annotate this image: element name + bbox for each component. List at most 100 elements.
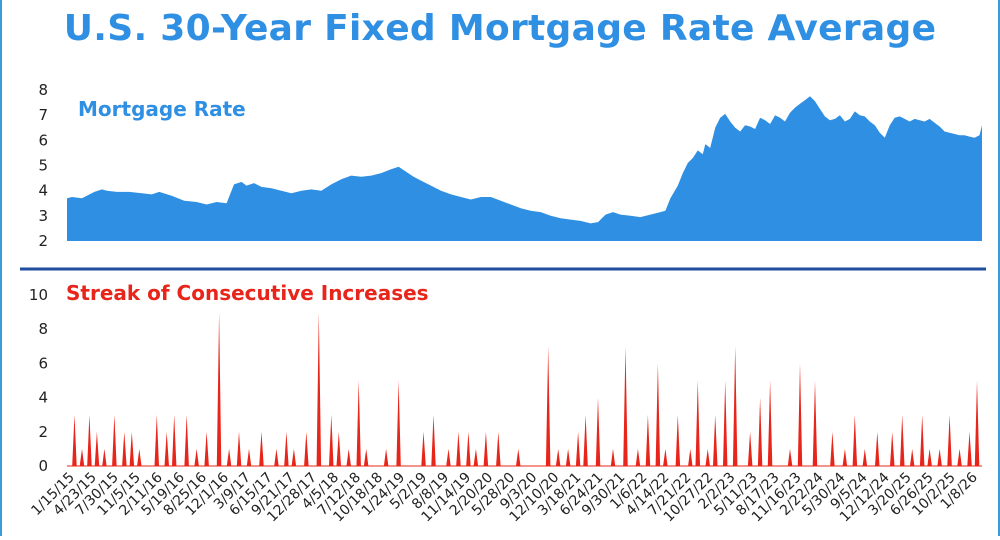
streak-spike <box>336 431 341 466</box>
streak-spike <box>431 414 436 466</box>
streak-y-tick-label: 8 <box>38 320 48 338</box>
streak-spike <box>842 448 848 466</box>
streak-spike <box>583 414 588 466</box>
rate-series-label: Mortgage Rate <box>78 97 246 121</box>
rate-y-axis: 2 3 4 5 6 7 8 <box>38 81 48 250</box>
streak-spike <box>812 380 818 466</box>
streak-spike <box>655 363 661 466</box>
streak-spike <box>565 448 571 466</box>
streak-spike <box>516 448 521 466</box>
streak-spike <box>705 448 710 466</box>
streak-y-axis: 0 2 4 6 8 10 <box>29 286 48 475</box>
streak-spike <box>483 431 489 466</box>
streak-spike <box>194 448 199 466</box>
streak-spike <box>974 380 980 466</box>
streak-spike <box>316 312 322 466</box>
streak-spike <box>184 414 189 466</box>
streak-spike <box>757 397 763 466</box>
rate-y-tick-label: 6 <box>38 131 48 149</box>
rate-y-tick-label: 7 <box>38 106 48 124</box>
x-axis: 1/15/154/23/157/30/1511/5/152/11/165/19/… <box>28 469 981 525</box>
streak-y-tick-label: 0 <box>38 457 48 475</box>
streak-spike <box>87 414 92 466</box>
streak-spike <box>496 431 501 466</box>
streak-spike <box>967 431 972 466</box>
streak-spike <box>919 414 925 466</box>
streak-spike <box>732 346 738 466</box>
streak-spike <box>473 448 479 466</box>
streak-spike <box>787 448 793 466</box>
streak-spike <box>957 448 962 466</box>
streak-spike <box>346 448 351 466</box>
streak-spike <box>910 448 915 466</box>
streak-spike <box>900 414 905 466</box>
streak-spikes <box>67 312 982 467</box>
streak-spike <box>456 431 461 466</box>
streak-series-label: Streak of Consecutive Increases <box>66 281 429 305</box>
streak-spike <box>747 431 753 466</box>
streak-spike <box>688 448 693 466</box>
streak-spike <box>304 431 309 466</box>
streak-spike <box>890 431 895 466</box>
streak-spike <box>363 448 369 466</box>
streak-spike <box>137 448 142 466</box>
streak-spike <box>216 312 222 466</box>
streak-spike <box>610 448 616 466</box>
streak-spike <box>723 380 728 466</box>
rate-y-tick-label: 8 <box>38 81 48 99</box>
streak-spike <box>421 431 426 466</box>
streak-spike <box>129 431 135 466</box>
rate-y-tick-label: 4 <box>38 182 48 200</box>
rate-y-tick-label: 3 <box>38 207 48 225</box>
streak-spike <box>274 448 279 466</box>
streak-spike <box>830 431 835 466</box>
streak-spike <box>713 414 718 466</box>
streak-y-tick-label: 6 <box>38 354 48 372</box>
streak-spike <box>695 380 700 466</box>
streak-spike <box>112 414 117 466</box>
streak-spike <box>396 380 401 466</box>
streak-spike <box>164 431 169 466</box>
streak-spike <box>236 431 242 466</box>
streak-spike <box>383 448 389 466</box>
streak-spike <box>94 431 100 466</box>
streak-spike <box>555 448 561 466</box>
streak-spike <box>172 414 177 466</box>
streak-spike <box>797 363 803 466</box>
rate-y-tick-label: 5 <box>38 157 48 175</box>
streak-spike <box>466 431 471 466</box>
streak-spike <box>675 414 681 466</box>
streak-spike <box>329 414 334 466</box>
streak-spike <box>259 431 264 466</box>
streak-spike <box>102 448 107 466</box>
streak-spike <box>875 431 880 466</box>
streak-spike <box>204 431 209 466</box>
streak-spike <box>79 448 85 466</box>
streak-spike <box>356 380 361 466</box>
rate-y-tick-label: 2 <box>38 232 48 250</box>
streak-spike <box>635 448 641 466</box>
streak-spike <box>154 414 159 466</box>
streak-y-tick-label: 4 <box>38 389 48 407</box>
streak-y-tick-label: 10 <box>29 286 48 304</box>
streak-spike <box>545 346 551 466</box>
streak-spike <box>226 448 232 466</box>
streak-spike <box>623 346 628 466</box>
streak-spike <box>446 448 451 466</box>
streak-spike <box>663 448 668 466</box>
streak-spike <box>852 414 858 466</box>
streak-spike <box>645 414 651 466</box>
streak-spike <box>947 414 952 466</box>
streak-spike <box>72 414 77 466</box>
streak-spike <box>246 448 252 466</box>
streak-spike <box>575 431 581 466</box>
streak-spike <box>767 380 773 466</box>
streak-y-tick-label: 2 <box>38 423 48 441</box>
streak-spike <box>862 448 868 466</box>
streak-panel: 0 2 4 6 8 10 Streak of Consecutive Increases <box>29 281 982 475</box>
streak-spike <box>284 431 289 466</box>
rate-area <box>67 96 982 241</box>
streak-spike <box>595 397 601 466</box>
